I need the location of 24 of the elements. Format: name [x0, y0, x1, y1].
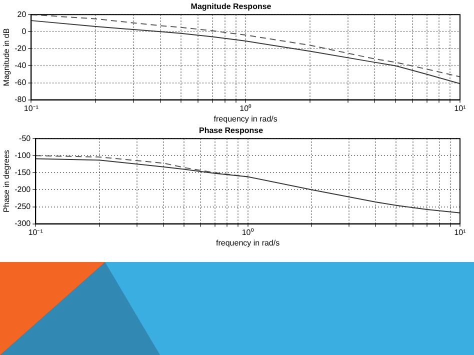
x-tick-label: 10⁻¹: [24, 104, 39, 113]
x-axis-title: frequency in rad/s: [214, 114, 278, 124]
chart-title: Magnitude Response: [190, 2, 272, 12]
x-axis-title: frequency in rad/s: [216, 238, 280, 248]
y-axis-title: Magnitude in dB: [2, 28, 12, 86]
y-tick-label: -50: [19, 134, 32, 143]
x-tick-label: 10¹: [454, 228, 466, 237]
y-tick-label: -250: [14, 202, 32, 211]
x-tick-label: 10⁰: [240, 104, 252, 113]
y-tick-label: -20: [14, 44, 27, 53]
y-axis-title: Phase in degrees: [2, 150, 12, 212]
y-tick-label: -80: [14, 95, 27, 104]
x-tick-label: 10¹: [454, 104, 466, 113]
y-tick-label: -100: [14, 150, 32, 160]
y-tick-label: 20: [17, 10, 27, 19]
chart-title: Phase Response: [198, 126, 264, 136]
y-tick-label: -150: [14, 168, 32, 177]
y-tick-label: -60: [14, 78, 27, 87]
y-tick-label: -200: [14, 184, 32, 194]
x-tick-label: 10⁰: [242, 228, 254, 237]
y-tick-label: 0: [22, 26, 27, 36]
y-tick-label: -40: [14, 60, 27, 70]
x-tick-label: 10⁻¹: [28, 228, 44, 237]
y-tick-label: -300: [14, 219, 32, 228]
